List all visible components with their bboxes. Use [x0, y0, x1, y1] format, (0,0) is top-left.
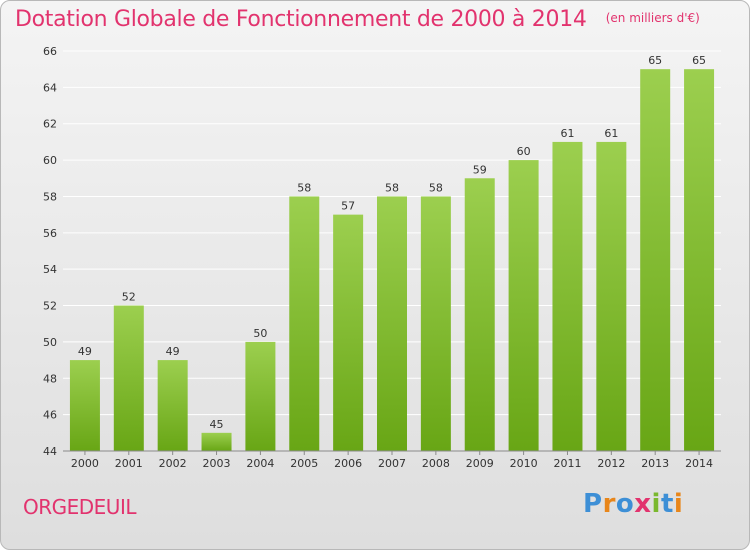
data-label-2001: 52: [122, 291, 136, 304]
bar-2009: [464, 178, 495, 452]
x-tick-label-2012: 2012: [597, 457, 625, 470]
bar-2006: [333, 214, 364, 451]
bar-2012: [596, 141, 627, 451]
bar-2008: [420, 196, 451, 451]
x-tick-label-2008: 2008: [422, 457, 450, 470]
x-tick-label-2007: 2007: [378, 457, 406, 470]
y-tick-label: 48: [43, 372, 57, 385]
y-tick-label: 50: [43, 336, 57, 349]
data-label-2006: 57: [341, 200, 355, 213]
x-tick-label-2006: 2006: [334, 457, 362, 470]
bar-2005: [289, 196, 320, 451]
commune-name: ORGEDEUIL: [23, 495, 137, 519]
y-tick-label: 64: [43, 81, 57, 94]
y-tick-label: 46: [43, 409, 57, 422]
x-tick-label-2003: 2003: [203, 457, 231, 470]
logo-letter: o: [615, 489, 635, 519]
bars: 49 52 49 45 50 58 57 58 58 59 60 61 61 65 65: [69, 54, 715, 452]
bar-2002: [157, 360, 188, 451]
x-tick-label-2011: 2011: [553, 457, 581, 470]
y-tick-label: 58: [43, 190, 57, 203]
data-label-2014: 65: [692, 54, 706, 67]
data-label-2011: 61: [560, 127, 574, 140]
x-tick-label-2001: 2001: [115, 457, 143, 470]
data-label-2008: 58: [429, 181, 443, 194]
y-tick-label: 66: [43, 45, 57, 58]
data-label-2007: 58: [385, 181, 399, 194]
logo-letter: P: [583, 489, 603, 519]
y-tick-label: 62: [43, 118, 57, 131]
x-tick-label-2013: 2013: [641, 457, 669, 470]
data-label-2005: 58: [297, 181, 311, 194]
logo-letter: i: [651, 489, 661, 519]
logo-letter: t: [660, 489, 674, 519]
y-tick-label: 54: [43, 263, 57, 276]
chart-title: Dotation Globale de Fonctionnement de 20…: [15, 7, 587, 32]
bar-2001: [113, 305, 144, 451]
data-label-2013: 65: [648, 54, 662, 67]
data-label-2009: 59: [473, 163, 487, 176]
x-tick-label-2014: 2014: [685, 457, 713, 470]
data-label-2012: 61: [604, 127, 618, 140]
bar-2000: [69, 360, 100, 451]
data-label-2004: 50: [253, 327, 267, 340]
bar-2013: [640, 69, 671, 451]
proxiti-logo: Proxiti: [583, 489, 683, 519]
bar-2003: [201, 432, 232, 451]
bar-2007: [377, 196, 407, 451]
y-tick-label: 44: [43, 445, 57, 458]
data-label-2000: 49: [78, 345, 92, 358]
x-tick-label-2010: 2010: [510, 457, 538, 470]
x-tick-label-2005: 2005: [290, 457, 318, 470]
x-tick-label-2004: 2004: [246, 457, 274, 470]
bar-2010: [508, 160, 539, 451]
data-label-2010: 60: [517, 145, 531, 158]
x-tick-label-2000: 2000: [71, 457, 99, 470]
title-row: Dotation Globale de Fonctionnement de 20…: [15, 7, 700, 32]
y-tick-label: 60: [43, 154, 57, 167]
axes: 44 46 48 50 52 54 56 58 60 62 64 66 2000 2001 2002 2003…: [43, 45, 721, 470]
data-label-2002: 49: [166, 345, 180, 358]
chart-subtitle: (en milliers d'€): [605, 11, 700, 25]
x-tick-label-2002: 2002: [159, 457, 187, 470]
data-label-2003: 45: [210, 418, 224, 431]
bar-2004: [245, 341, 276, 451]
logo-letter: x: [634, 489, 652, 519]
logo-letter: r: [602, 489, 616, 519]
y-tick-label: 56: [43, 227, 57, 240]
bar-2011: [552, 141, 583, 451]
bar-2014: [684, 69, 715, 451]
y-tick-label: 52: [43, 300, 57, 313]
x-tick-label-2009: 2009: [466, 457, 494, 470]
logo-letter: i: [673, 489, 684, 519]
